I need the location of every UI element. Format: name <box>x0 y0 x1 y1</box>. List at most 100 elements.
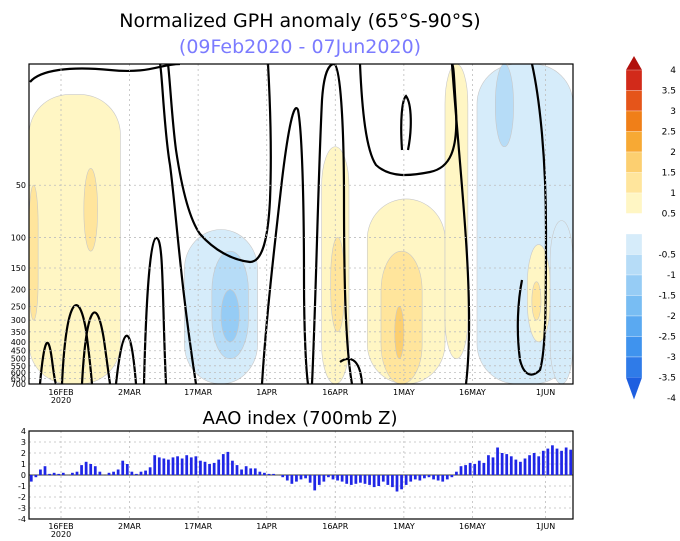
aao-bar <box>281 475 285 478</box>
aao-y-tick-label: -4 <box>18 515 26 524</box>
aao-bar <box>285 475 289 481</box>
colorbar-cell <box>625 254 643 276</box>
aao-bar <box>436 475 440 481</box>
aao-bar <box>381 475 385 482</box>
aao-bar <box>459 466 463 475</box>
aao-x-tick-year: 2020 <box>51 530 71 539</box>
aao-bar <box>52 472 56 475</box>
aao-bar <box>372 475 376 488</box>
aao-bar <box>89 464 93 475</box>
aao-bar <box>203 461 207 475</box>
aao-y-tick-label: 3 <box>21 438 26 447</box>
aao-bar <box>327 475 330 478</box>
aao-bar <box>135 473 138 475</box>
aao-bar <box>199 460 202 475</box>
aao-bar <box>473 464 477 475</box>
aao-bar <box>295 475 298 482</box>
zero-contour <box>450 64 471 384</box>
y-tick-label: 450 <box>11 347 26 356</box>
colorbar-cell <box>625 131 643 153</box>
x-tick-label: 16APR <box>322 388 348 397</box>
colorbar-label: -1 <box>667 271 676 281</box>
aao-bar <box>546 448 550 475</box>
y-tick-label: 200 <box>11 286 26 295</box>
zero-contour <box>166 64 272 264</box>
aao-bar <box>432 475 435 480</box>
anomaly-region <box>494 64 514 148</box>
colorbar-cell <box>625 356 643 378</box>
aao-bar <box>445 475 449 480</box>
aao-bar <box>263 472 266 475</box>
aao-bar <box>532 453 536 475</box>
aao-bar <box>491 457 495 475</box>
anomaly-region <box>531 281 542 321</box>
anomaly-region <box>83 168 98 252</box>
colorbar-label: 4 <box>670 66 676 76</box>
aao-bar <box>189 457 193 475</box>
colorbar-cell <box>625 69 643 91</box>
aao-bar <box>221 454 225 475</box>
x-tick-label: 17MAR <box>184 388 213 397</box>
aao-bar <box>514 459 518 475</box>
aao-bar <box>349 475 353 485</box>
aao-bar <box>477 460 481 475</box>
zero-contour <box>516 64 548 376</box>
aao-bar <box>185 455 189 475</box>
aao-bar <box>98 471 102 475</box>
zero-contour <box>142 236 168 384</box>
aao-bar <box>487 455 490 475</box>
colorbar-label: 2 <box>670 148 676 158</box>
zero-contour <box>260 107 310 384</box>
aao-y-tick-label: 1 <box>21 460 26 469</box>
colorbar-cell <box>625 90 643 112</box>
aao-bar <box>176 456 179 475</box>
aao-bar <box>153 455 157 475</box>
zero-contour <box>339 357 364 384</box>
x-tick-label: 2MAR <box>118 388 141 397</box>
aao-x-tick-label: 16FEB <box>48 522 73 531</box>
aao-bar <box>528 455 531 475</box>
aao-bar <box>464 465 467 475</box>
colorbar-cell <box>625 110 643 132</box>
aao-bar <box>413 475 417 480</box>
zero-contour <box>80 311 112 384</box>
aao-bar <box>354 475 358 484</box>
aao-bar <box>148 467 152 475</box>
aao-bar <box>253 468 257 475</box>
aao-bar <box>217 459 221 475</box>
aao-x-tick-label: 17MAR <box>184 522 213 531</box>
aao-bar <box>468 462 472 475</box>
y-tick-label: 350 <box>11 328 26 337</box>
y-tick-label: 500 <box>11 355 26 364</box>
aao-bar <box>194 456 198 475</box>
aao-bar <box>423 475 426 479</box>
aao-bar <box>317 475 321 485</box>
colorbar-cell <box>625 295 643 317</box>
colorbar-cell <box>625 192 643 214</box>
gph-plot-frame <box>28 63 574 385</box>
y-tick-label: 100 <box>11 233 26 242</box>
colorbar-cell <box>625 172 643 194</box>
anomaly-region <box>220 289 240 343</box>
aao-bar <box>359 475 362 483</box>
aao-bar <box>555 448 559 475</box>
aao-bar <box>231 460 234 475</box>
aao-y-tick-label: 2 <box>21 449 26 458</box>
aao-bar <box>336 475 339 481</box>
aao-bar <box>208 464 211 475</box>
aao-bar <box>84 461 88 475</box>
colorbar-label: 2.5 <box>662 128 676 138</box>
y-tick-label: 300 <box>11 316 26 325</box>
x-tick-label: 1APR <box>256 388 277 397</box>
aao-title: AAO index (700mb Z) <box>202 408 397 429</box>
colorbar-label: -4 <box>667 394 676 404</box>
aao-bar <box>560 450 563 475</box>
y-tick-label: 50 <box>16 181 26 190</box>
aao-x-tick-label: 1APR <box>256 522 277 531</box>
colorbar: 4 3.5 3 2.5 2 1.5 1 0.5 -0.5 -1 -1.5 -2 -2.5 -3 -3.5 -4 <box>625 56 676 404</box>
aao-bar <box>93 466 97 475</box>
aao-bar <box>267 473 271 475</box>
aao-bar <box>29 475 33 482</box>
y-tick-label: 550 <box>11 362 26 371</box>
